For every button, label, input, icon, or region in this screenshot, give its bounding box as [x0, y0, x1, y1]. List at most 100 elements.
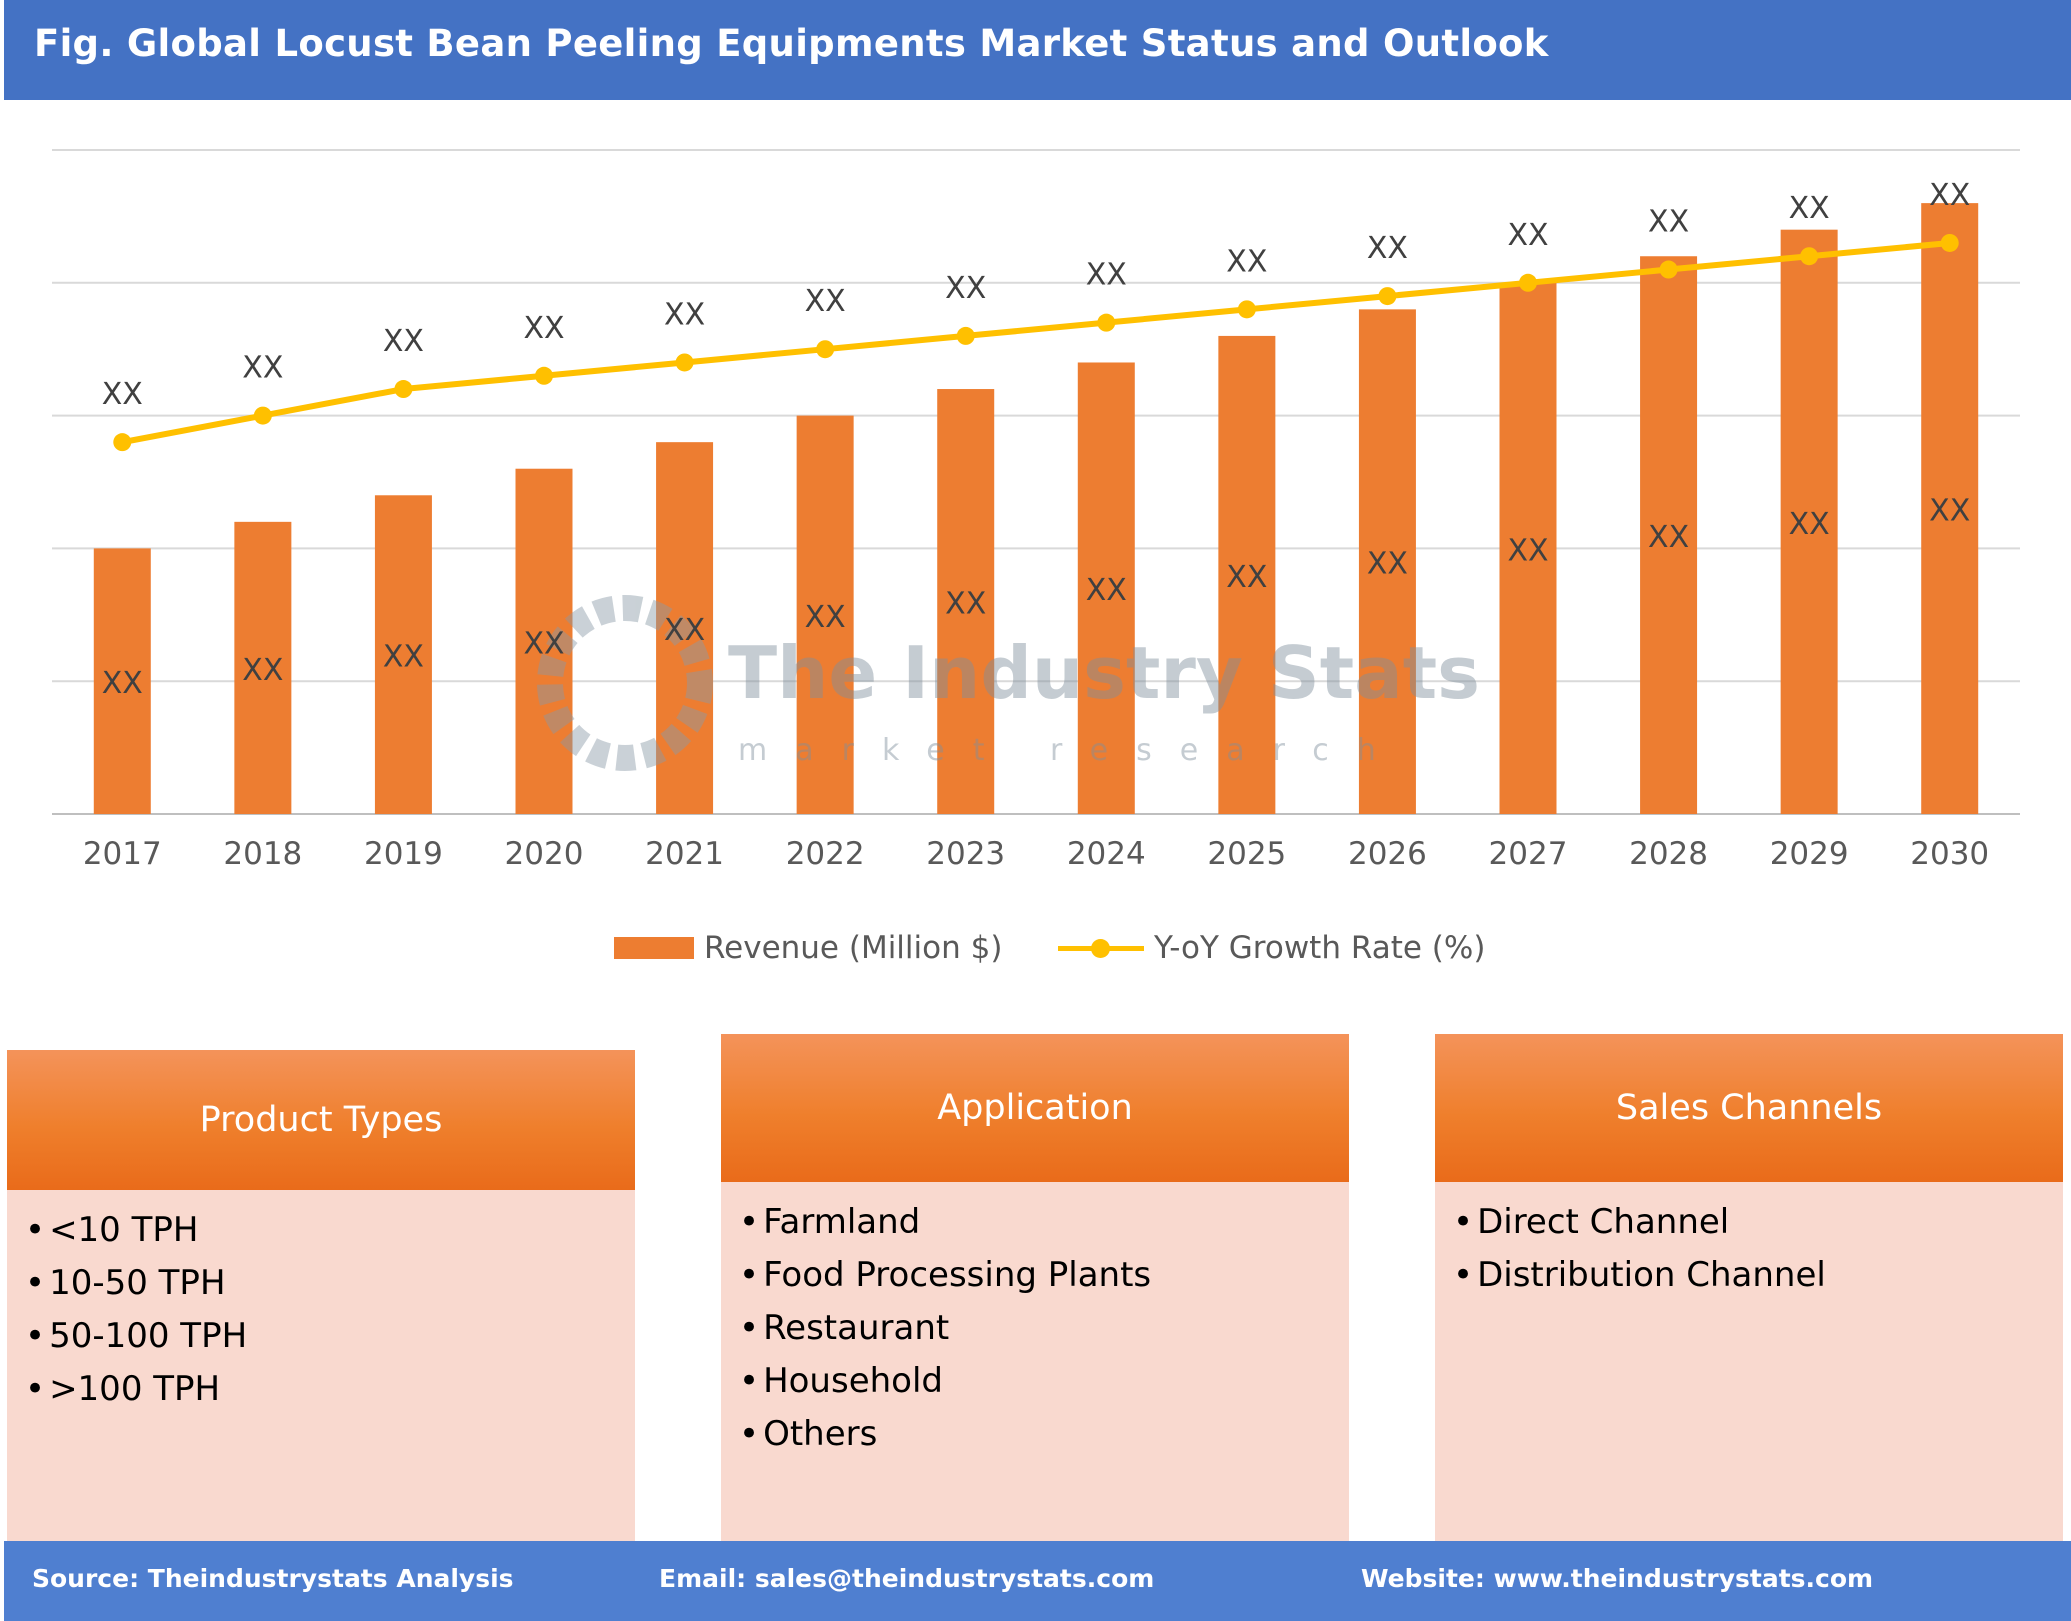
watermark: The Industry Stats market research	[537, 595, 1480, 771]
x-tick-label: 2021	[645, 836, 724, 872]
bar	[374, 495, 432, 814]
growth-data-label: XX	[1086, 258, 1127, 293]
bar	[1499, 282, 1557, 814]
x-tick-label: 2029	[1770, 836, 1849, 872]
bar-data-label: XX	[805, 600, 846, 635]
growth-data-label: XX	[664, 297, 705, 332]
bar-data-label: XX	[102, 666, 143, 701]
bar	[656, 442, 714, 814]
x-tick-label: 2019	[364, 836, 443, 872]
footer-bar: Source: Theindustrystats Analysis Email:…	[4, 1541, 2071, 1621]
bar	[1358, 309, 1416, 814]
growth-data-label: XX	[1929, 178, 1970, 213]
bar-data-label: XX	[1507, 533, 1548, 568]
list-item: • Restaurant	[739, 1308, 950, 1348]
growth-data-label: XX	[1789, 191, 1830, 226]
growth-point	[394, 380, 413, 399]
bar	[1218, 335, 1276, 814]
watermark-subtext: market research	[738, 733, 1404, 768]
list-item: • 10-50 TPH	[25, 1263, 226, 1303]
list-item: • Others	[739, 1414, 878, 1454]
application-header: Application	[721, 1034, 1349, 1182]
bar	[1077, 362, 1135, 814]
growth-data-label: XX	[805, 284, 846, 319]
legend-item-revenue: Revenue (Million $)	[614, 928, 1002, 968]
bar	[234, 521, 292, 814]
application-title: Application	[937, 1088, 1133, 1128]
bar-data-label: XX	[1226, 560, 1267, 595]
footer-source: Source: Theindustrystats Analysis	[32, 1564, 514, 1593]
list-item: • Farmland	[739, 1202, 921, 1242]
bar-data-label: XX	[1086, 573, 1127, 608]
growth-point	[113, 433, 132, 452]
footer-email: Email: sales@theindustrystats.com	[659, 1564, 1155, 1593]
x-tick-label: 2027	[1489, 836, 1568, 872]
growth-data-label: XX	[383, 324, 424, 359]
bar-data-label: XX	[1789, 507, 1830, 542]
legend-swatch-growth	[1058, 937, 1144, 959]
bar	[1780, 229, 1838, 814]
product-types-title: Product Types	[199, 1100, 443, 1140]
growth-point	[816, 340, 835, 359]
list-item: • Food Processing Plants	[739, 1255, 1152, 1295]
growth-data-label: XX	[1507, 218, 1548, 253]
bar	[1921, 203, 1979, 814]
growth-data-label: XX	[1226, 244, 1267, 279]
bar-data-label: XX	[242, 653, 283, 688]
growth-line	[121, 239, 1950, 446]
growth-point	[1940, 233, 1959, 252]
x-tick-label: 2023	[926, 836, 1005, 872]
bar-data-label: XX	[383, 640, 424, 675]
growth-point	[956, 326, 975, 345]
watermark-text: The Industry Stats	[728, 631, 1480, 715]
growth-point	[1097, 313, 1116, 332]
growth-data-label: XX	[523, 311, 564, 346]
growth-point	[1378, 287, 1397, 306]
growth-data-label: XX	[945, 271, 986, 306]
application-box: Application • Farmland • Food Processing P…	[721, 1034, 1349, 1541]
chart-legend: Revenue (Million $) Y-oY Growth Rate (%)	[0, 928, 2071, 968]
x-tick-label: 2026	[1348, 836, 1427, 872]
application-list: • Farmland • Food Processing Plants • Resta…	[721, 1182, 1349, 1541]
growth-point	[535, 366, 553, 385]
growth-data-label: XX	[242, 351, 283, 386]
growth-point	[1800, 247, 1819, 266]
x-tick-label: 2017	[83, 836, 162, 872]
watermark-gear-icon	[537, 595, 713, 771]
growth-data-label: XX	[1367, 231, 1408, 266]
x-tick-label: 2020	[505, 836, 584, 872]
revenue-growth-chart: The Industry Stats market research XX XX XX X…	[52, 149, 2020, 872]
x-tick-label: 2025	[1207, 836, 1286, 872]
list-item: • 50-100 TPH	[25, 1316, 248, 1356]
growth-point	[1519, 273, 1537, 292]
product-types-box: Product Types • <10 TPH • 10-50 TPH • 50-10…	[7, 1050, 635, 1541]
bar	[515, 468, 573, 814]
bar-data-label: XX	[1929, 494, 1970, 529]
bar-data-label: XX	[1367, 547, 1408, 582]
growth-point	[675, 353, 694, 372]
legend-label-growth: Y-oY Growth Rate (%)	[1154, 930, 1486, 966]
list-item: • >100 TPH	[25, 1369, 221, 1409]
legend-item-growth: Y-oY Growth Rate (%)	[1058, 928, 1485, 968]
list-item: • Household	[739, 1361, 943, 1401]
bar-data-label: XX	[945, 587, 986, 622]
bar	[937, 389, 995, 814]
sales-channels-title: Sales Channels	[1615, 1088, 1883, 1128]
list-item: • Direct Channel	[1453, 1202, 1730, 1242]
sales-channels-list: • Direct Channel • Distribution Channel	[1435, 1182, 2063, 1541]
x-tick-label: 2022	[786, 836, 865, 872]
bar	[796, 415, 854, 814]
list-item: • Distribution Channel	[1453, 1255, 1826, 1295]
x-tick-label: 2018	[223, 836, 302, 872]
legend-swatch-revenue	[614, 937, 694, 959]
bar	[1640, 256, 1698, 814]
sales-channels-header: Sales Channels	[1435, 1034, 2063, 1182]
sales-channels-box: Sales Channels • Direct Channel • Distribu…	[1435, 1034, 2063, 1541]
legend-label-revenue: Revenue (Million $)	[704, 930, 1003, 966]
growth-point	[1237, 300, 1256, 319]
bar	[93, 548, 151, 814]
bar-data-label: XX	[664, 613, 705, 648]
title-bar: Fig. Global Locust Bean Peeling Equipmen…	[4, 0, 2071, 100]
footer-website: Website: www.theindustrystats.com	[1361, 1564, 1874, 1593]
x-tick-label: 2028	[1629, 836, 1708, 872]
